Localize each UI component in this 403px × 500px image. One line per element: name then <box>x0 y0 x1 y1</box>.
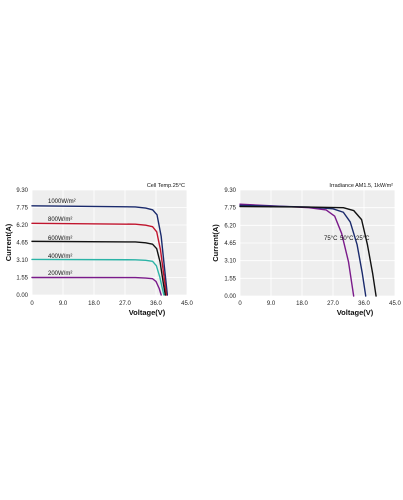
chart-1-x-axis-title: Voltage(V) <box>129 308 166 317</box>
chart-1-series-line-2 <box>31 240 166 296</box>
chart-2-y-axis-title: Current(A) <box>211 224 220 262</box>
chart-2-x-axis-title: Voltage(V) <box>337 308 374 317</box>
chart-1-x-tick-label: 9.0 <box>59 301 68 307</box>
chart-1-series-line-3 <box>31 258 165 296</box>
chart-1: 0.00 1.55 3.10 4.65 6.20 7.75 9.30 0 9.0 18.0 27.0… <box>4 183 193 317</box>
chart-1-y-tick-label: 6.20 <box>16 223 28 229</box>
chart-2-y-tick-label: 9.30 <box>224 188 236 194</box>
chart-1-x-tick-label: 27.0 <box>119 301 131 307</box>
chart-2-series-line-2 <box>239 205 377 297</box>
chart-1-series-label: 200W/m² <box>48 271 72 277</box>
chart-1-y-tick-label: 7.75 <box>16 206 28 212</box>
chart-1-series-line-1 <box>31 222 168 296</box>
chart-2-x-tick-label: 9.0 <box>267 301 276 307</box>
chart-2-x-tick-label: 18.0 <box>296 301 308 307</box>
chart-1-y-tick-label: 0.00 <box>16 293 28 299</box>
chart-2-x-tick-label: 0 <box>238 301 242 307</box>
chart-2-y-tick-label: 1.55 <box>224 276 236 282</box>
chart-2-series-label: 50°C <box>340 236 354 242</box>
chart-2-y-tick-label: 7.75 <box>224 206 236 212</box>
chart-1-y-tick-label: 3.10 <box>16 258 28 264</box>
chart-1-series-line-4 <box>31 276 162 296</box>
chart-1-annotation: Cell Temp.25°C <box>147 183 185 189</box>
chart-1-y-tick-label: 1.55 <box>16 276 28 282</box>
chart-2-y-tick-label: 4.65 <box>224 241 236 247</box>
chart-2-y-tick-label: 6.20 <box>224 223 236 229</box>
chart-1-x-tick-label: 36.0 <box>150 301 162 307</box>
chart-2-x-tick-label: 36.0 <box>358 301 370 307</box>
chart-2: 0.00 1.55 3.10 4.65 6.20 7.75 9.30 0 9.0 18.0 27.0… <box>211 183 401 317</box>
chart-2-x-tick-label: 45.0 <box>389 301 401 307</box>
chart-2-series-label: 25°C <box>356 236 370 242</box>
chart-1-series-label: 400W/m² <box>48 254 72 260</box>
chart-1-series-label: 1000W/m² <box>48 199 76 205</box>
chart-1-x-tick-label: 18.0 <box>88 301 100 307</box>
chart-1-series-label: 600W/m² <box>48 236 72 242</box>
chart-2-y-tick-label: 0.00 <box>224 294 236 300</box>
chart-2-series-label: 75°C <box>324 236 338 242</box>
chart-1-y-tick-label: 9.30 <box>16 188 28 194</box>
chart-1-y-axis-title: Current(A) <box>4 223 13 261</box>
chart-2-annotation: Irradiance AM1.5, 1kW/m² <box>329 183 393 189</box>
chart-1-x-tick-label: 0 <box>30 301 34 307</box>
chart-1-x-tick-label: 45.0 <box>181 301 193 307</box>
chart-1-series-line-0 <box>31 205 169 296</box>
chart-1-series-label: 800W/m² <box>48 217 72 223</box>
chart-1-y-tick-label: 4.65 <box>16 241 28 247</box>
chart-2-x-tick-label: 27.0 <box>327 301 339 307</box>
chart-2-y-tick-label: 3.10 <box>224 259 236 265</box>
